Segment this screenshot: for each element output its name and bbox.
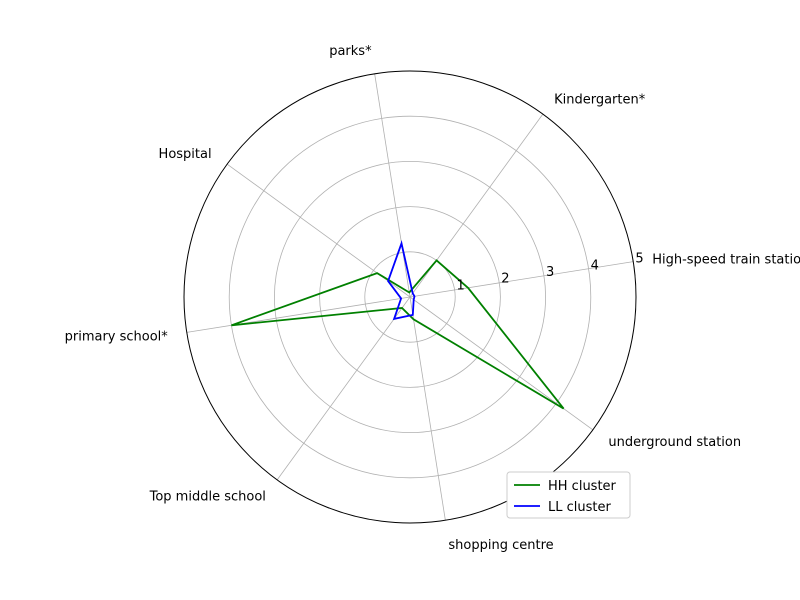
axis-labels: High-speed train station Kindergarten* par…	[65, 44, 800, 553]
spoke-shopping-centre	[409, 296, 446, 521]
spoke-underground-station	[409, 296, 594, 431]
legend-label-hh-cluster: HH cluster	[548, 479, 617, 494]
axis-label-underground-station: underground station	[608, 435, 741, 450]
spoke-primary-school	[186, 296, 411, 333]
spoke-parks	[374, 73, 411, 298]
radial-tick-2: 2	[501, 272, 509, 287]
radial-tick-5: 5	[635, 252, 643, 267]
spoke-top-middle-school	[276, 296, 411, 481]
spoke-high-speed-train-station	[409, 261, 634, 298]
grid-ring-1	[364, 251, 456, 343]
grid-ring-4	[228, 115, 592, 479]
axis-label-parks: parks*	[329, 44, 372, 59]
axis-label-kindergarten: Kindergarten*	[554, 93, 646, 108]
outer-ring	[183, 70, 637, 524]
axis-label-hospital: Hospital	[159, 147, 212, 162]
series-line-ll-cluster	[387, 240, 416, 321]
series-line-hh-cluster	[231, 259, 565, 410]
axis-label-primary-school: primary school*	[65, 329, 169, 344]
series	[231, 240, 565, 410]
spokes	[186, 73, 634, 521]
radial-tick-labels: 1 2 3 4 5	[457, 252, 644, 294]
legend: HH cluster LL cluster	[506, 471, 631, 519]
radial-tick-3: 3	[546, 265, 554, 280]
radial-tick-1: 1	[457, 278, 465, 293]
legend-label-ll-cluster: LL cluster	[548, 500, 611, 515]
grid-ring-2	[319, 206, 501, 388]
grid	[228, 115, 592, 479]
axis-label-shopping-centre: shopping centre	[448, 538, 553, 553]
axis-label-top-middle-school: Top middle school	[149, 489, 266, 504]
grid-ring-3	[273, 160, 547, 434]
radial-tick-4: 4	[591, 258, 599, 273]
axis-label-high-speed-train-station: High-speed train station	[652, 253, 800, 268]
